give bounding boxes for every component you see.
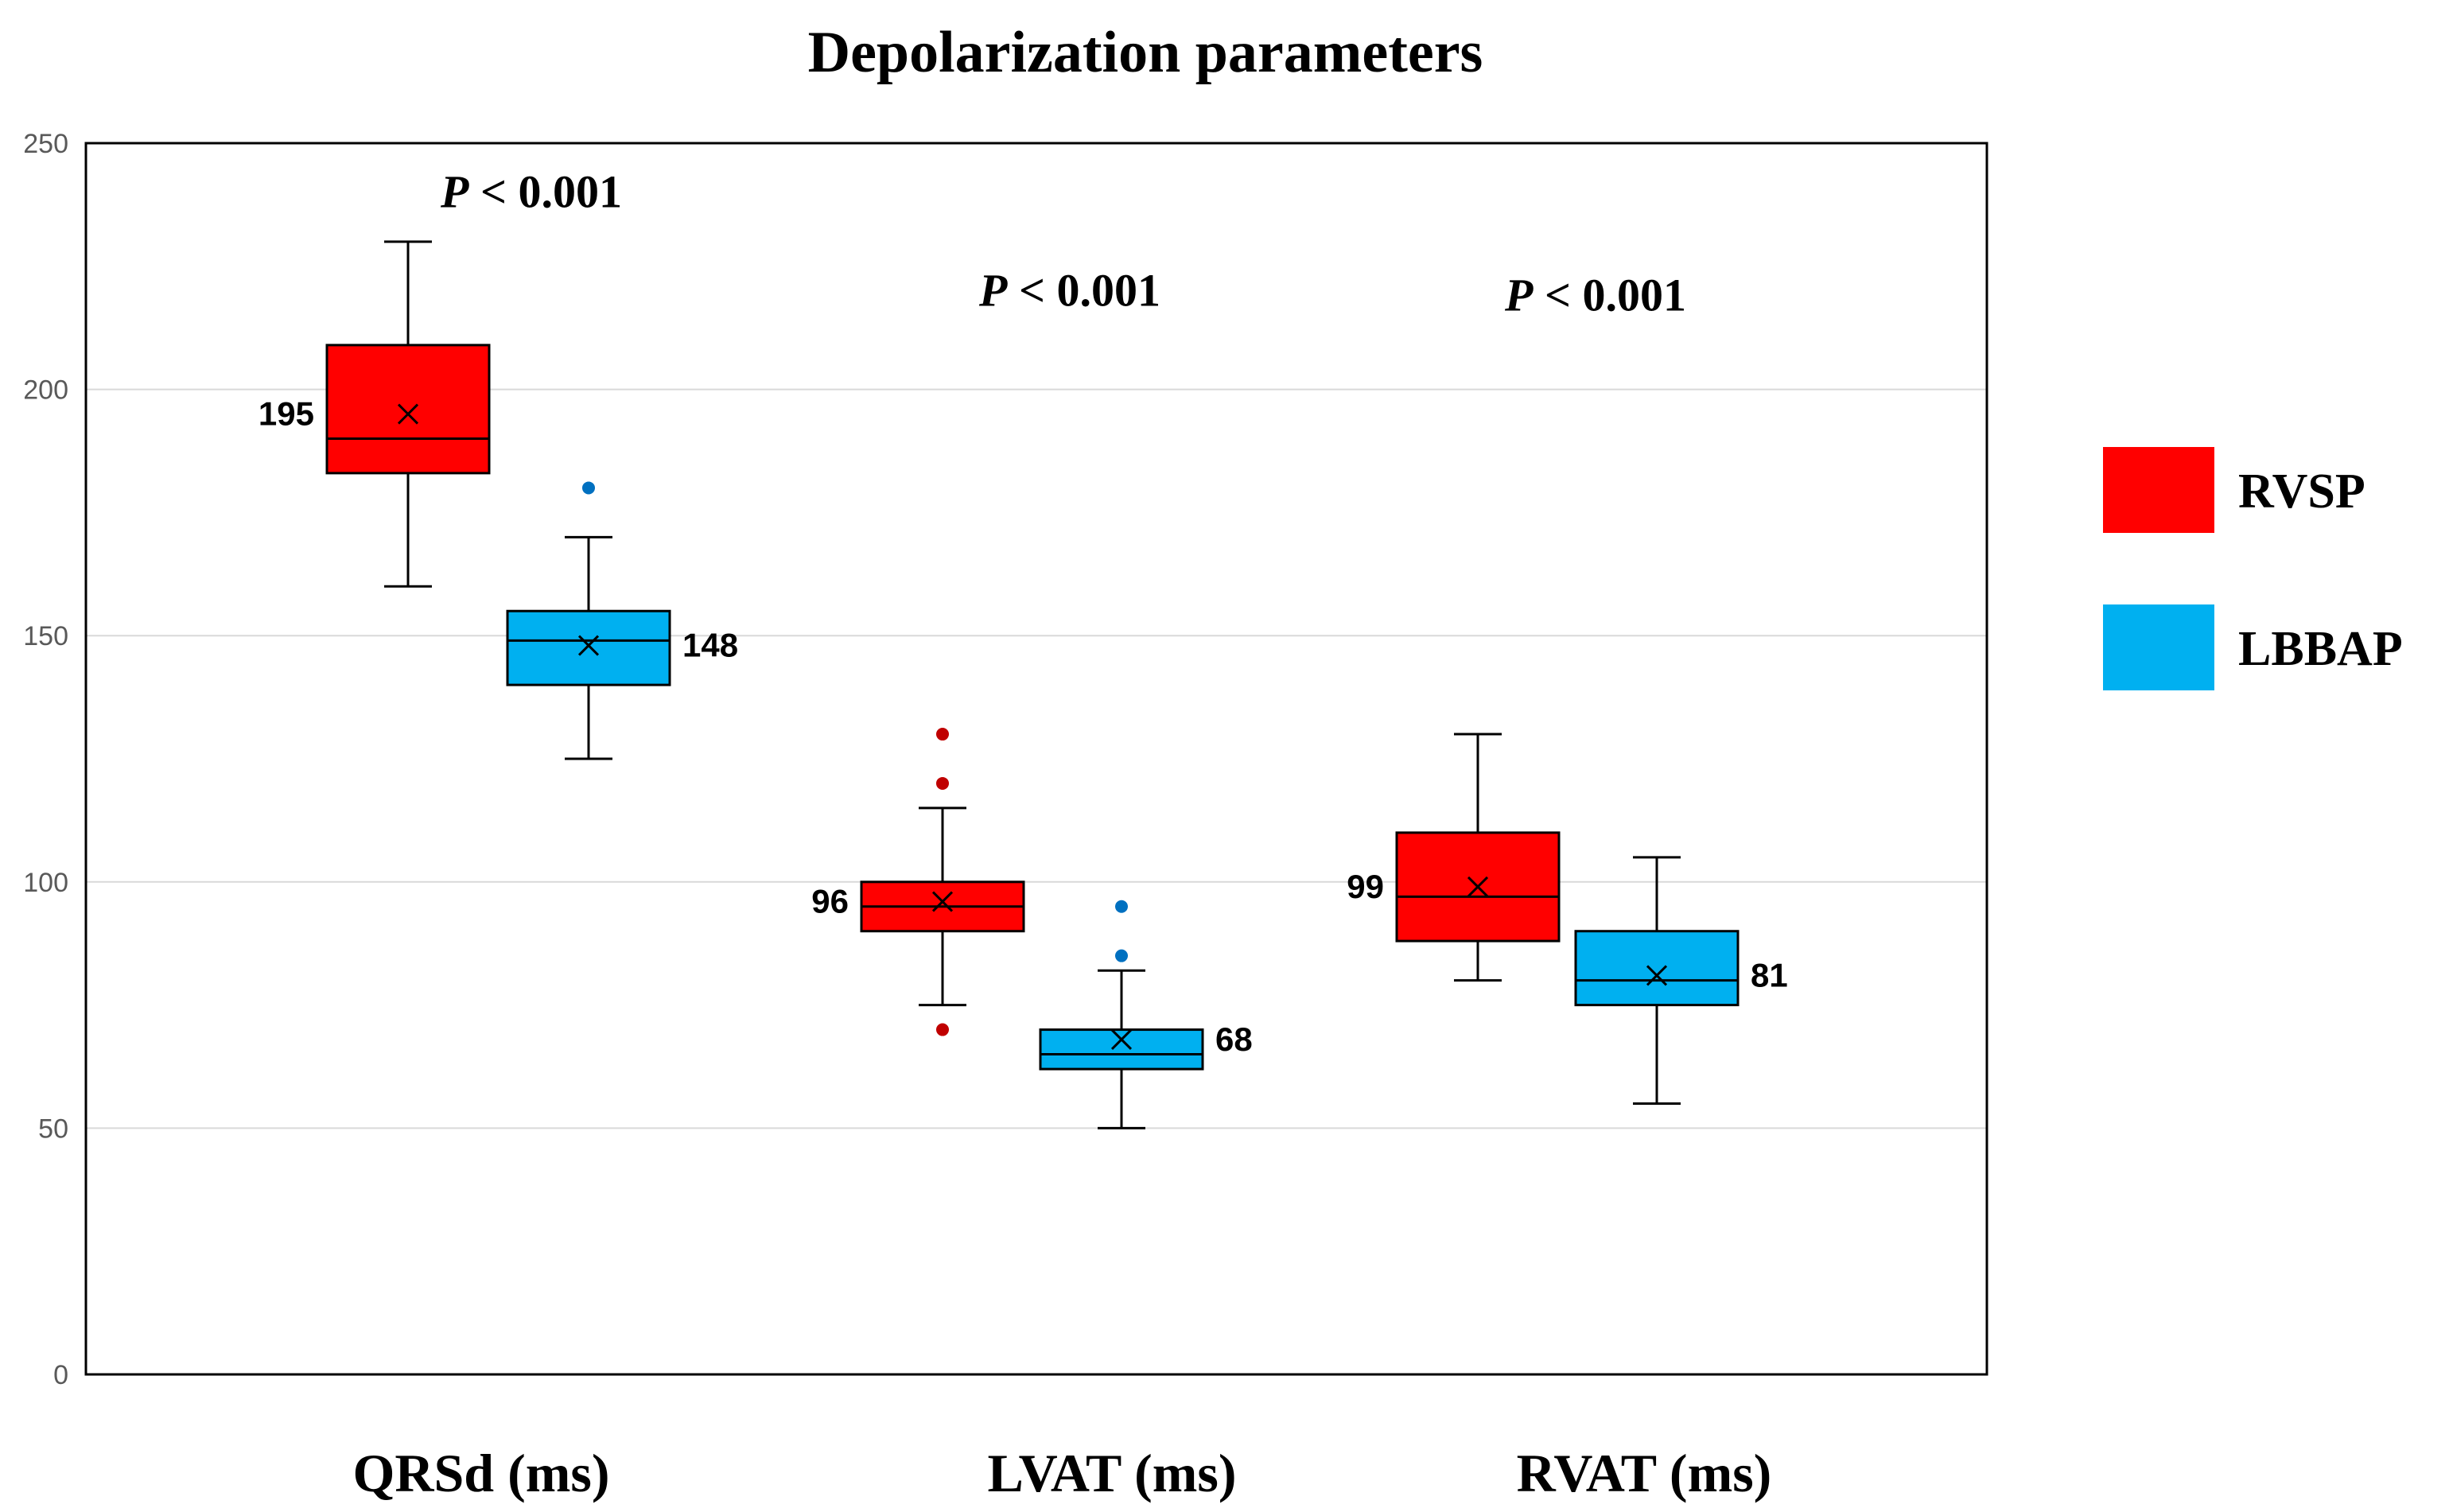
x-category-label-0: QRSd (ms) — [352, 1443, 609, 1503]
p-symbol: P — [440, 165, 469, 217]
category-2: 99 81 — [1347, 733, 1788, 1105]
y-tick-label-100: 100 — [23, 868, 68, 898]
mean-label: 81 — [1751, 956, 1788, 993]
p-value-text: < 0.001 — [468, 165, 622, 217]
y-tick-label-200: 200 — [23, 375, 68, 406]
box-rvsp-2: 99 — [1347, 733, 1561, 982]
mean-marker — [931, 891, 954, 912]
legend-item-lbbap: LBBAP — [2103, 604, 2403, 690]
box-lbbap-1: 68 — [1039, 900, 1253, 1129]
chart-title: Depolarization parameters — [808, 20, 1483, 85]
p-value-label-2: P < 0.001 — [1504, 270, 1686, 321]
x-category-label-2: RVAT (ms) — [1517, 1443, 1772, 1503]
legend-swatch-rvsp — [2103, 447, 2214, 533]
box-iqr — [325, 344, 491, 475]
mean-label: 99 — [1347, 868, 1384, 905]
plot-frame — [84, 142, 1988, 1376]
legend-label-rvsp: RVSP — [2238, 464, 2365, 519]
box-iqr — [506, 609, 671, 686]
outlier-point — [936, 1023, 949, 1036]
mean-marker — [1646, 965, 1668, 986]
outlier-point — [1115, 900, 1128, 913]
outlier-point — [1115, 949, 1128, 962]
mean-label: 195 — [259, 395, 314, 433]
box-iqr — [1574, 930, 1740, 1007]
mean-marker — [1467, 876, 1489, 898]
legend: RVSP LBBAP — [2103, 447, 2403, 690]
mean-label: 148 — [682, 627, 738, 664]
p-symbol: P — [1504, 270, 1534, 321]
box-iqr — [1039, 1028, 1204, 1071]
mean-label: 96 — [811, 883, 849, 920]
outlier-point — [582, 481, 595, 495]
y-tick-label-0: 0 — [53, 1360, 68, 1390]
p-value-text: < 0.001 — [1007, 264, 1160, 316]
mean-marker — [397, 403, 419, 425]
y-tick-label-250: 250 — [23, 129, 68, 159]
box-layer: 195 148 96 68 99 81 — [259, 240, 1788, 1129]
box-lbbap-2: 81 — [1574, 856, 1788, 1105]
box-rvsp-1: 96 — [811, 728, 1025, 1036]
y-tick-label-150: 150 — [23, 621, 68, 651]
outlier-point — [936, 728, 949, 741]
y-tick-label-50: 50 — [38, 1114, 68, 1144]
category-1: 96 68 — [811, 728, 1253, 1129]
label-layer: QRSd (ms) P < 0.001 LVAT (ms) P < 0.001 RVAT… — [352, 165, 1771, 1503]
box-rvsp-0: 195 — [259, 240, 491, 588]
p-value-label-1: P < 0.001 — [978, 264, 1160, 316]
mean-marker — [577, 635, 600, 656]
p-value-text: < 0.001 — [1533, 270, 1686, 321]
category-0: 195 148 — [259, 240, 738, 760]
mean-label: 68 — [1215, 1020, 1253, 1058]
legend-item-rvsp: RVSP — [2103, 447, 2365, 533]
legend-label-lbbap: LBBAP — [2238, 622, 2403, 676]
mean-marker — [1110, 1028, 1133, 1051]
p-symbol: P — [978, 264, 1008, 316]
grid-layer — [86, 388, 1987, 1129]
y-axis: 0 50 100 150 200 250 — [23, 129, 68, 1390]
x-category-label-1: LVAT (ms) — [987, 1443, 1236, 1503]
box-lbbap-0: 148 — [506, 481, 738, 760]
legend-swatch-lbbap — [2103, 604, 2214, 690]
p-value-label-0: P < 0.001 — [440, 165, 622, 217]
outlier-point — [936, 776, 949, 790]
